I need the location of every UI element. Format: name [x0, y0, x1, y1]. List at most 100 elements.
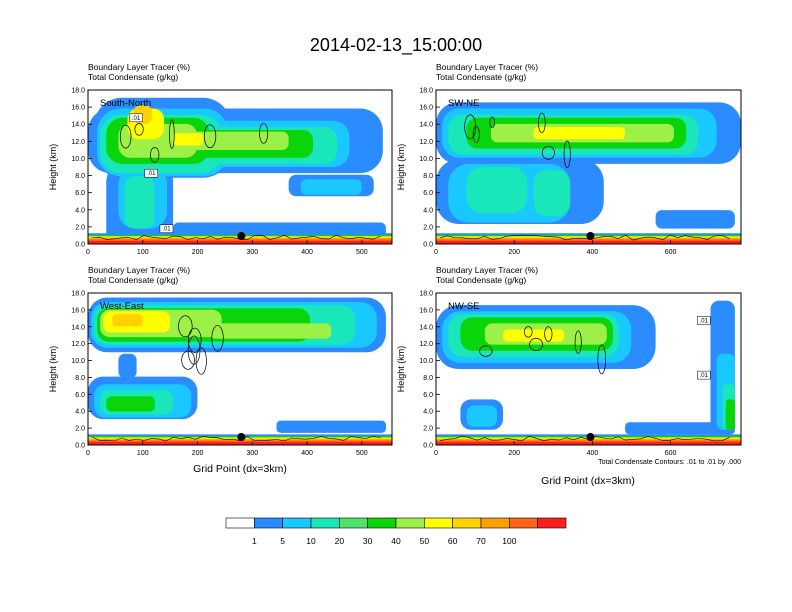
panel-4: Boundary Layer Tracer (%)Total Condensat… — [396, 265, 742, 457]
contour-line — [541, 145, 555, 160]
y-tick-label: 6.0 — [423, 392, 433, 399]
colorbar-label: 100 — [502, 536, 516, 546]
colorbar-label: 40 — [391, 536, 401, 546]
field-region — [625, 422, 735, 435]
panel-name: South-North — [100, 98, 151, 109]
panel-header-condensate: Total Condensate (g/kg) — [88, 72, 178, 82]
contour-line — [472, 126, 480, 143]
contour-line — [544, 326, 553, 342]
y-tick-label: 14.0 — [419, 324, 433, 331]
y-tick-label: 18.0 — [419, 88, 433, 95]
contour-line — [203, 124, 217, 149]
y-tick-label: 2.0 — [75, 426, 85, 433]
panel-3: Boundary Layer Tracer (%)Total Condensat… — [48, 265, 393, 457]
panel-1: Boundary Layer Tracer (%)Total Condensat… — [48, 62, 393, 256]
colorbar-label: 70 — [476, 536, 486, 546]
y-tick-label: 8.0 — [423, 173, 433, 180]
x-tick-label: 200 — [192, 249, 204, 256]
y-tick-label: 4.0 — [423, 409, 433, 416]
contour-line — [574, 330, 582, 354]
y-tick-label: 14.0 — [71, 122, 85, 129]
contour-label: .01 — [147, 171, 156, 177]
boundary-layer-band — [88, 441, 392, 445]
panel-name: SW-NE — [448, 98, 480, 109]
y-tick-label: 12.0 — [71, 341, 85, 348]
panel-field: .01 .01 .01 — [88, 90, 392, 244]
panel-name: NW-SE — [448, 301, 480, 312]
x-tick-label: 200 — [508, 450, 520, 457]
field-region — [655, 210, 735, 229]
y-tick-label: 0.0 — [423, 242, 433, 249]
x-tick-label: 0 — [434, 249, 438, 256]
colorbar-swatch — [480, 517, 510, 529]
y-tick-label: 8.0 — [75, 173, 85, 180]
plot-frame — [87, 89, 393, 245]
contour-line — [187, 327, 202, 353]
y-tick-label: 16.0 — [71, 307, 85, 314]
x-tick-label: 500 — [356, 249, 368, 256]
contour-line — [169, 119, 175, 149]
y-axis-title: Height (km) — [48, 346, 58, 393]
contour-line — [563, 140, 571, 168]
contour-label: .01 — [132, 116, 141, 122]
y-tick-label: 2.0 — [423, 224, 433, 231]
x-tick-label: 100 — [137, 249, 149, 256]
colorbar-swatch — [310, 517, 340, 529]
field-region — [106, 396, 155, 412]
contour-line — [523, 326, 533, 338]
contour-line — [439, 234, 730, 241]
colorbar-swatch — [452, 517, 482, 529]
panel-header-tracer: Boundary Layer Tracer (%) — [88, 265, 190, 275]
colorbar-swatch — [367, 517, 397, 529]
contour-line — [529, 338, 543, 351]
x-tick-label: 600 — [665, 249, 677, 256]
y-tick-label: 0.0 — [423, 443, 433, 450]
y-tick-label: 18.0 — [71, 291, 85, 298]
x-tick-label: 200 — [508, 249, 520, 256]
x-tick-label: 300 — [246, 249, 258, 256]
panel-header-tracer: Boundary Layer Tracer (%) — [436, 265, 538, 275]
contour-line — [134, 123, 144, 136]
contour-line — [597, 344, 607, 375]
colorbar-swatch — [225, 517, 255, 529]
colorbar-swatch — [282, 517, 312, 529]
contour-label: .01 — [162, 227, 171, 233]
x-tick-label: 300 — [246, 450, 258, 457]
contour-line — [439, 435, 730, 442]
x-axis-title-right: Grid Point (dx=3km) — [541, 475, 635, 487]
y-tick-label: 10.0 — [419, 358, 433, 365]
location-marker — [586, 232, 595, 240]
plot-frame — [435, 292, 742, 446]
y-axis-title: Height (km) — [396, 144, 406, 191]
field-region — [209, 323, 332, 339]
y-tick-label: 2.0 — [423, 426, 433, 433]
boundary-layer-band — [88, 240, 392, 244]
field-region — [173, 133, 204, 146]
plot-frame — [87, 292, 393, 446]
panel-header-condensate: Total Condensate (g/kg) — [436, 275, 526, 285]
field-region — [300, 179, 362, 195]
x-tick-label: 400 — [587, 249, 599, 256]
x-tick-label: 400 — [301, 249, 313, 256]
colorbar-label: 60 — [448, 536, 458, 546]
panel-field: .01 .01 — [436, 293, 741, 445]
y-tick-label: 6.0 — [75, 392, 85, 399]
panel-header-tracer: Boundary Layer Tracer (%) — [436, 62, 538, 72]
y-tick-label: 10.0 — [71, 156, 85, 163]
contour-line — [178, 315, 193, 338]
x-axis-title-left: Grid Point (dx=3km) — [193, 463, 287, 475]
boundary-layer-band — [436, 441, 741, 445]
y-tick-label: 12.0 — [419, 139, 433, 146]
x-tick-label: 0 — [86, 450, 90, 457]
field-region — [191, 131, 289, 151]
contour-line — [119, 124, 132, 149]
colorbar-label: 1 — [252, 536, 257, 546]
contour-line — [259, 123, 269, 144]
contour-line — [211, 325, 224, 352]
y-tick-label: 14.0 — [419, 122, 433, 129]
field-region — [124, 176, 155, 229]
y-tick-label: 10.0 — [419, 156, 433, 163]
y-tick-label: 12.0 — [419, 341, 433, 348]
y-tick-label: 0.0 — [75, 443, 85, 450]
